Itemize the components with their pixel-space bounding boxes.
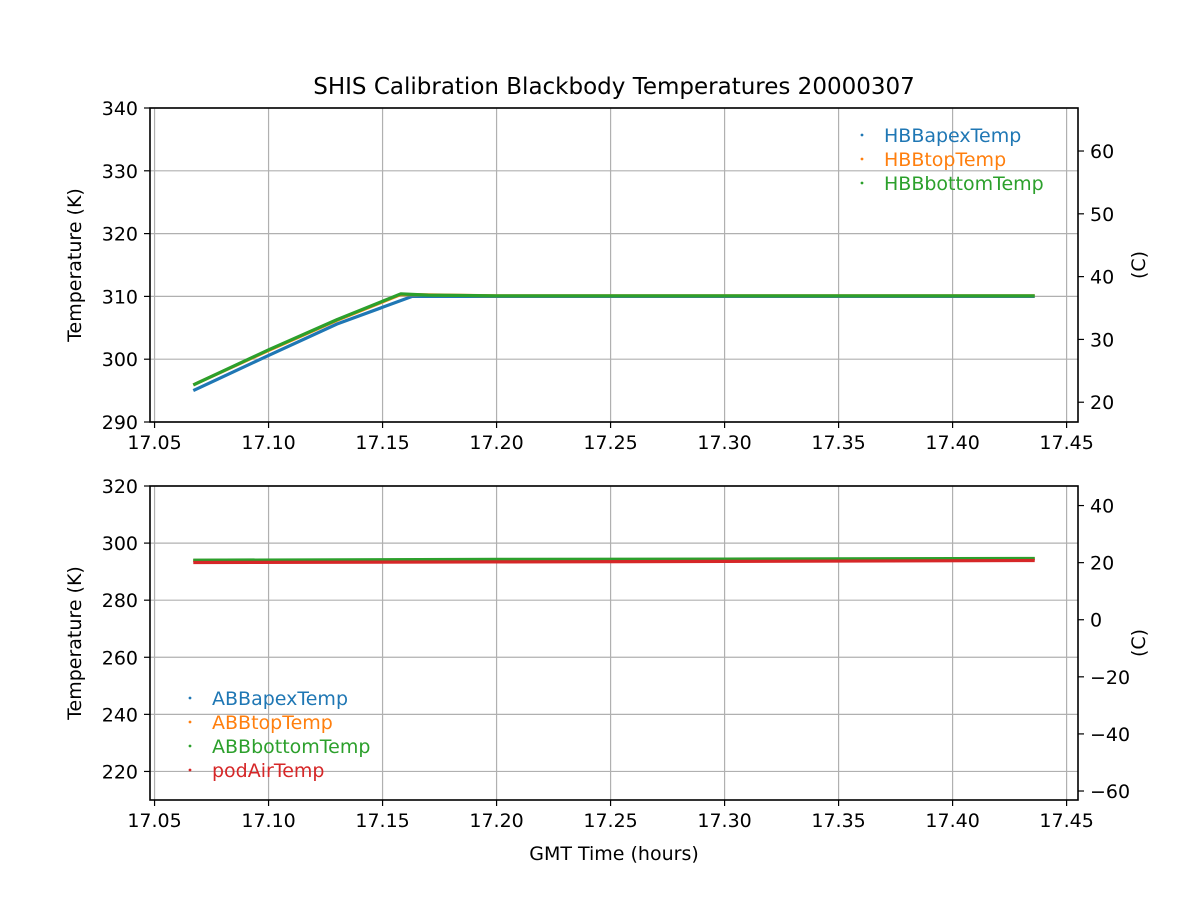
chart-title: SHIS Calibration Blackbody Temperatures …: [313, 74, 915, 100]
y-tick-label: 320: [102, 476, 138, 498]
x-tick-label: 17.15: [355, 432, 409, 454]
legend-label: podAirTemp: [212, 760, 324, 782]
x-tick-label: 17.15: [355, 810, 409, 832]
y-tick-label: 340: [102, 98, 138, 120]
legend: ABBapexTempABBtopTempABBbottomTemppodAir…: [188, 688, 370, 782]
x-tick-label: 17.10: [241, 810, 295, 832]
y-tick-label: 320: [102, 224, 138, 246]
legend-marker: [188, 696, 192, 700]
x-tick-label: 17.45: [1039, 810, 1093, 832]
legend-marker: [860, 157, 864, 161]
x-tick-label: 17.25: [583, 810, 637, 832]
y-tick-label: 240: [102, 704, 138, 726]
y-tick-label: 220: [102, 761, 138, 783]
x-tick-label: 17.40: [925, 810, 979, 832]
x-tick-label: 17.05: [127, 432, 181, 454]
y-tick-label: 330: [102, 161, 138, 183]
x-tick-label: 17.10: [241, 432, 295, 454]
y2-tick-label: 40: [1090, 267, 1114, 289]
legend-marker: [188, 720, 192, 724]
y2-tick-label: −60: [1090, 781, 1130, 803]
plot-frame: [149, 485, 1079, 801]
series-HBBbottomTemp: [192, 292, 1035, 387]
y2-axis-label: (C): [1128, 629, 1150, 657]
x-tick-label: 17.30: [697, 810, 751, 832]
legend-marker: [860, 181, 864, 185]
x-axis-label: GMT Time (hours): [529, 843, 699, 865]
legend-marker: [188, 768, 192, 772]
x-tick-label: 17.35: [811, 810, 865, 832]
y2-tick-label: 20: [1090, 553, 1114, 575]
series-podAirTemp: [193, 558, 1035, 565]
x-tick-label: 17.45: [1039, 432, 1093, 454]
legend-label: HBBtopTemp: [884, 149, 1006, 171]
x-tick-label: 17.05: [127, 810, 181, 832]
legend-marker: [188, 744, 192, 748]
y2-tick-label: 60: [1090, 141, 1114, 163]
panel-hbb-temperatures: 17.05 17.10 17.15 17.20 17.25 17.30 17.35 17.40…: [64, 98, 1150, 454]
x-tick-label: 17.35: [811, 432, 865, 454]
x-tick-label: 17.30: [697, 432, 751, 454]
y2-tick-label: −40: [1090, 724, 1130, 746]
x-tick-label: 17.40: [925, 432, 979, 454]
panel-abb-temperatures: 17.05 17.10 17.15 17.20 17.25 17.30 17.35 17.40…: [64, 476, 1150, 832]
series-group: [193, 556, 1035, 565]
legend-label: ABBapexTemp: [212, 688, 348, 710]
legend-label: HBBapexTemp: [884, 125, 1021, 147]
y-axis-label: Temperature (K): [64, 566, 86, 721]
y-tick-label: 300: [102, 349, 138, 371]
y2-tick-label: 20: [1090, 392, 1114, 414]
y2-axis-label: (C): [1128, 251, 1150, 279]
x-tick-label: 17.25: [583, 432, 637, 454]
y-tick-label: 280: [102, 590, 138, 612]
series-ABBbottomTemp: [193, 556, 1035, 562]
y2-tick-label: 40: [1090, 496, 1114, 518]
y2-tick-label: 30: [1090, 329, 1114, 351]
legend-label: HBBbottomTemp: [884, 173, 1044, 195]
y-tick-label: 260: [102, 647, 138, 669]
y2-tick-label: −20: [1090, 667, 1130, 689]
y-axis-label: Temperature (K): [64, 188, 86, 343]
y2-tick-label: 50: [1090, 204, 1114, 226]
legend-label: ABBtopTemp: [212, 712, 333, 734]
y2-tick-label: 0: [1090, 610, 1102, 632]
x-tick-label: 17.20: [469, 432, 523, 454]
plot-frame: [149, 107, 1079, 423]
series-group: [192, 292, 1035, 393]
y-tick-label: 290: [102, 412, 138, 434]
y-tick-label: 300: [102, 533, 138, 555]
x-tick-label: 17.20: [469, 810, 523, 832]
legend-label: ABBbottomTemp: [212, 736, 370, 758]
y-tick-label: 310: [102, 286, 138, 308]
legend-marker: [860, 133, 864, 137]
